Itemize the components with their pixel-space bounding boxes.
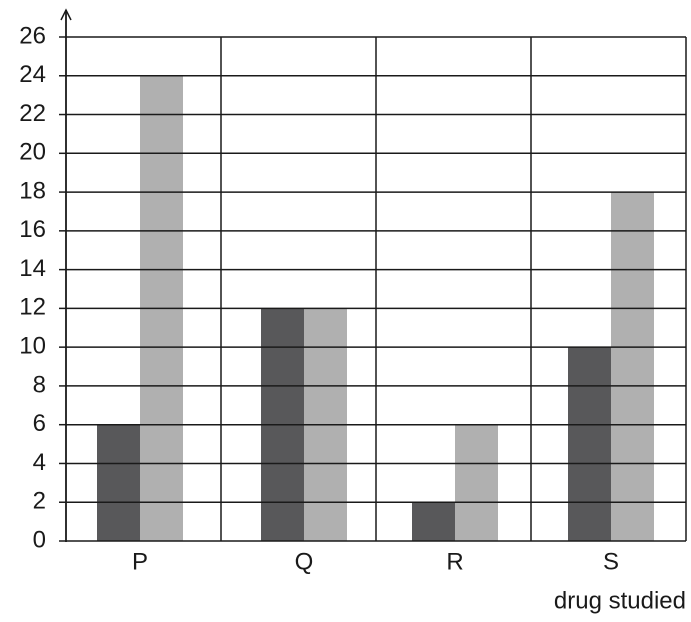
y-tick-label: 14 bbox=[19, 255, 46, 282]
y-tick-label: 20 bbox=[19, 139, 46, 166]
axis-arrow bbox=[60, 8, 72, 21]
y-tick-label: 6 bbox=[33, 410, 46, 437]
bar bbox=[97, 424, 140, 541]
x-tick-label: S bbox=[603, 548, 619, 575]
y-tick-label: 0 bbox=[33, 526, 46, 553]
y-tick-label: 4 bbox=[33, 449, 46, 476]
y-tick-label: 10 bbox=[19, 332, 46, 359]
y-tick-label: 22 bbox=[19, 100, 46, 127]
bar bbox=[611, 192, 654, 542]
x-tick-label: P bbox=[132, 548, 148, 575]
y-tick-label: 12 bbox=[19, 294, 46, 321]
x-tick-label: R bbox=[446, 548, 463, 575]
bar bbox=[412, 502, 455, 541]
y-tick-label: 18 bbox=[19, 177, 46, 204]
y-tick-label: 8 bbox=[33, 371, 46, 398]
x-axis-label: drug studied bbox=[554, 587, 686, 614]
y-tick-label: 16 bbox=[19, 216, 46, 243]
y-tick-label: 24 bbox=[19, 61, 46, 88]
bar bbox=[568, 347, 611, 541]
x-tick-label: Q bbox=[295, 548, 314, 575]
bar bbox=[455, 424, 498, 541]
y-tick-label: 26 bbox=[19, 22, 46, 49]
y-tick-label: 2 bbox=[33, 488, 46, 515]
